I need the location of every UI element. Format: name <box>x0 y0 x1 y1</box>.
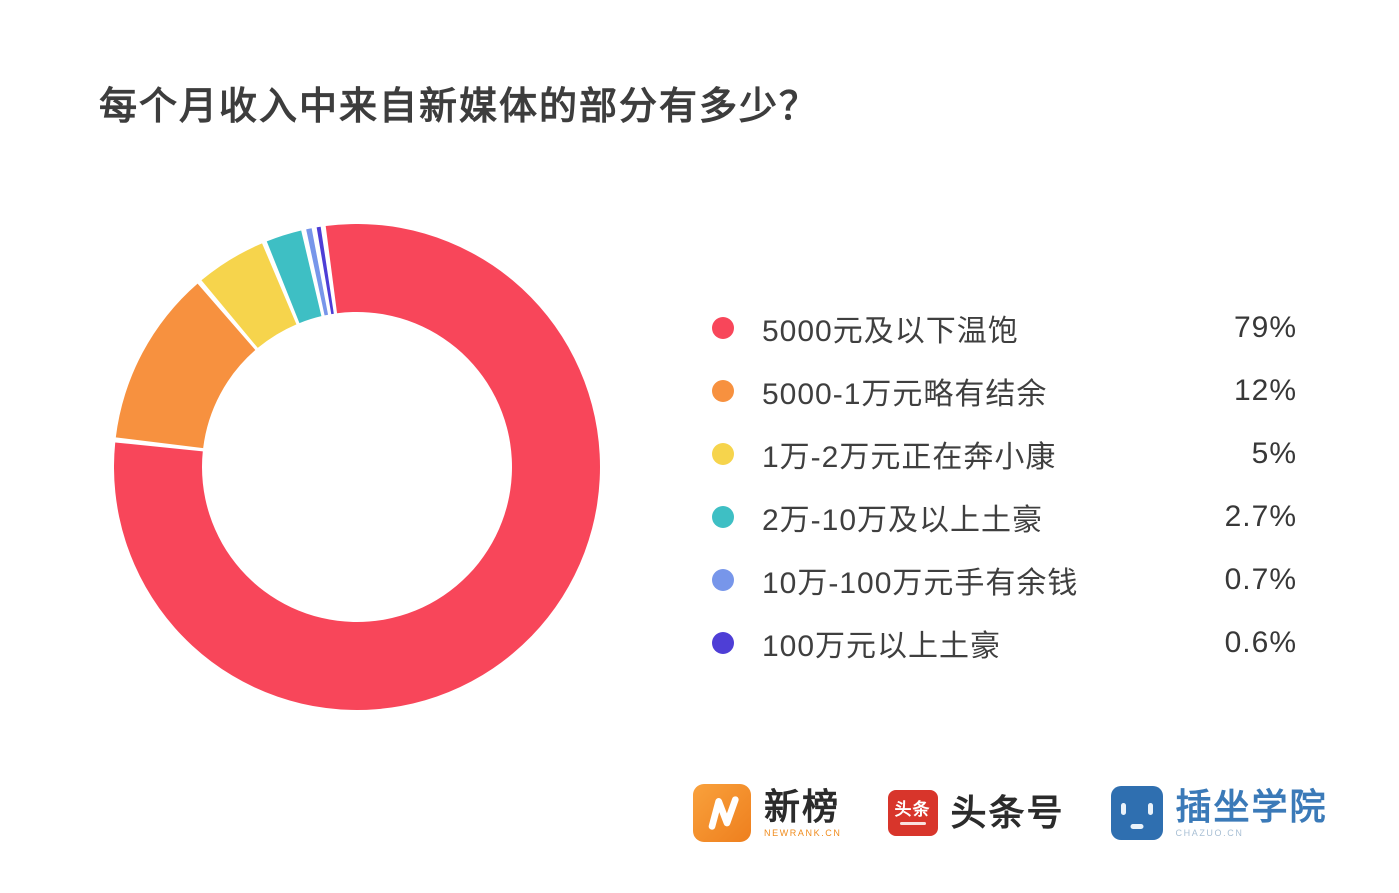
legend-value: 5% <box>1251 436 1297 470</box>
legend-value: 79% <box>1233 310 1297 344</box>
logo-newrank: 新榜 NEWRANK.CN <box>693 784 842 842</box>
legend-label: 100万元以上土豪 <box>762 629 1002 663</box>
legend-label: 2万-10万及以上土豪 <box>762 503 1044 537</box>
donut-segment-2 <box>201 243 297 348</box>
legend-row: 100万元以上土豪 0.6% <box>712 611 1297 674</box>
newrank-subtitle: NEWRANK.CN <box>764 828 842 839</box>
footer-logos: 新榜 NEWRANK.CN 头条 头条号 插坐学院 CHAZUO.CN <box>693 778 1328 848</box>
donut-segment-0 <box>113 223 600 710</box>
chart-title: 每个月收入中来自新媒体的部分有多少？ <box>99 86 820 128</box>
chazuo-face-icon <box>1110 786 1163 840</box>
donut-segment-1 <box>115 283 256 449</box>
legend-dot-icon <box>712 505 734 528</box>
legend-row: 2万-10万及以上土豪 2.7% <box>712 485 1297 548</box>
legend-value: 0.6% <box>1224 625 1297 659</box>
newrank-title: 新榜 <box>764 785 841 827</box>
legend-label: 5000元及以下温饱 <box>762 314 1019 348</box>
donut-chart <box>113 223 600 710</box>
toutiao-badge-icon: 头条 <box>887 790 938 836</box>
newrank-lightning-n-icon <box>693 784 751 842</box>
donut-segment-5 <box>316 226 334 315</box>
legend-value: 0.7% <box>1224 562 1297 596</box>
chazuo-subtitle: CHAZUO.CN <box>1175 828 1244 839</box>
legend-dot-icon <box>712 442 734 465</box>
chart-legend: 5000元及以下温饱 79% 5000-1万元略有结余 12% 1万-2万元正在… <box>712 296 1297 674</box>
toutiao-title: 头条号 <box>950 792 1065 834</box>
legend-dot-icon <box>712 316 734 339</box>
legend-row: 1万-2万元正在奔小康 5% <box>712 422 1297 485</box>
legend-label: 10万-100万元手有余钱 <box>762 566 1079 600</box>
legend-dot-icon <box>712 379 734 402</box>
legend-dot-icon <box>712 631 734 654</box>
legend-row: 5000-1万元略有结余 12% <box>712 359 1297 422</box>
legend-row: 5000元及以下温饱 79% <box>712 296 1297 359</box>
legend-label: 1万-2万元正在奔小康 <box>762 440 1057 474</box>
legend-dot-icon <box>712 568 734 591</box>
logo-toutiao: 头条 头条号 <box>887 790 1065 836</box>
logo-chazuo: 插坐学院 CHAZUO.CN <box>1110 785 1328 840</box>
legend-row: 10万-100万元手有余钱 0.7% <box>712 548 1297 611</box>
legend-label: 5000-1万元略有结余 <box>762 377 1048 411</box>
donut-segment-4 <box>306 228 329 316</box>
legend-value: 2.7% <box>1224 499 1297 533</box>
chazuo-title: 插坐学院 <box>1175 785 1328 827</box>
legend-value: 12% <box>1233 373 1297 407</box>
donut-chart-area <box>113 223 600 710</box>
donut-segment-3 <box>266 230 322 324</box>
